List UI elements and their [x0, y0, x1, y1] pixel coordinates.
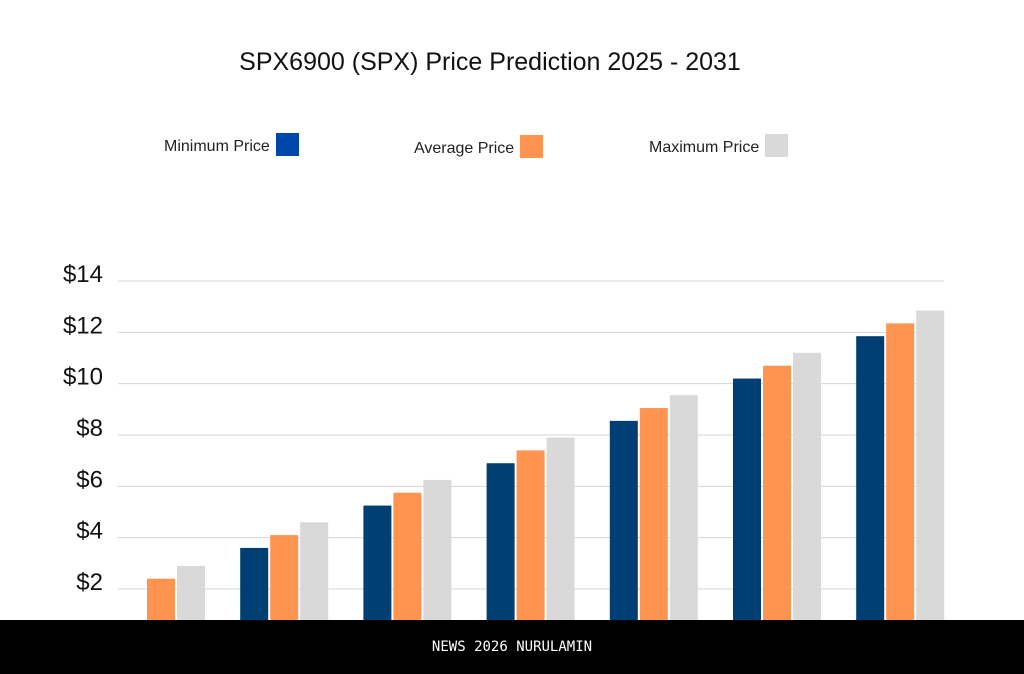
bar-maximum-price-4: [546, 437, 575, 620]
y-tick-label: $2: [76, 569, 103, 596]
legend-label-maximum: Maximum Price: [649, 139, 760, 156]
bar-average-price-1: [147, 578, 175, 620]
bar-maximum-price-2: [300, 522, 329, 620]
legend-swatch-maximum: [765, 134, 789, 157]
chart-title: SPX6900 (SPX) Price Prediction 2025 - 20…: [239, 48, 741, 76]
bar-average-price-3: [393, 492, 422, 620]
bar-minimum-price-2: [240, 547, 269, 620]
bar-minimum-price-3: [363, 505, 392, 620]
bar-minimum-price-5: [609, 420, 638, 620]
y-tick-label: $10: [63, 364, 103, 391]
bar-maximum-price-3: [423, 479, 452, 620]
bar-maximum-price-5: [669, 395, 698, 620]
bar-maximum-price-1: [177, 565, 205, 620]
legend-swatch-minimum: [275, 133, 299, 156]
legend-item-minimum: Minimum Price: [164, 133, 299, 156]
y-tick-label: $6: [76, 466, 103, 493]
bar-maximum-price-7: [916, 310, 945, 620]
y-tick-label: $8: [76, 415, 103, 442]
bar-average-price-2: [270, 535, 299, 620]
bar-average-price-5: [639, 408, 668, 620]
y-tick-label: $12: [63, 312, 103, 339]
legend-swatch-average: [520, 135, 544, 158]
legend-label-average: Average Price: [414, 140, 515, 157]
legend-item-average: Average Price: [414, 135, 544, 158]
footer-bar: NEWS 2026 NURULAMIN: [0, 620, 1024, 674]
bar-maximum-price-6: [793, 352, 821, 620]
bar-average-price-4: [516, 450, 545, 620]
footer-text: NEWS 2026 NURULAMIN: [431, 639, 593, 655]
legend-item-maximum: Maximum Price: [649, 134, 789, 157]
bar-minimum-price-4: [486, 463, 515, 620]
y-tick-label: $4: [76, 518, 103, 545]
bar-minimum-price-6: [733, 378, 761, 620]
bar-chart: $2 $4 $6 $8 $10 $12 $14: [63, 261, 945, 620]
legend-label-minimum: Minimum Price: [164, 138, 270, 155]
bar-minimum-price-7: [856, 336, 885, 620]
y-tick-label: $14: [63, 261, 103, 288]
bar-average-price-7: [886, 323, 915, 620]
bar-average-price-6: [763, 365, 791, 620]
